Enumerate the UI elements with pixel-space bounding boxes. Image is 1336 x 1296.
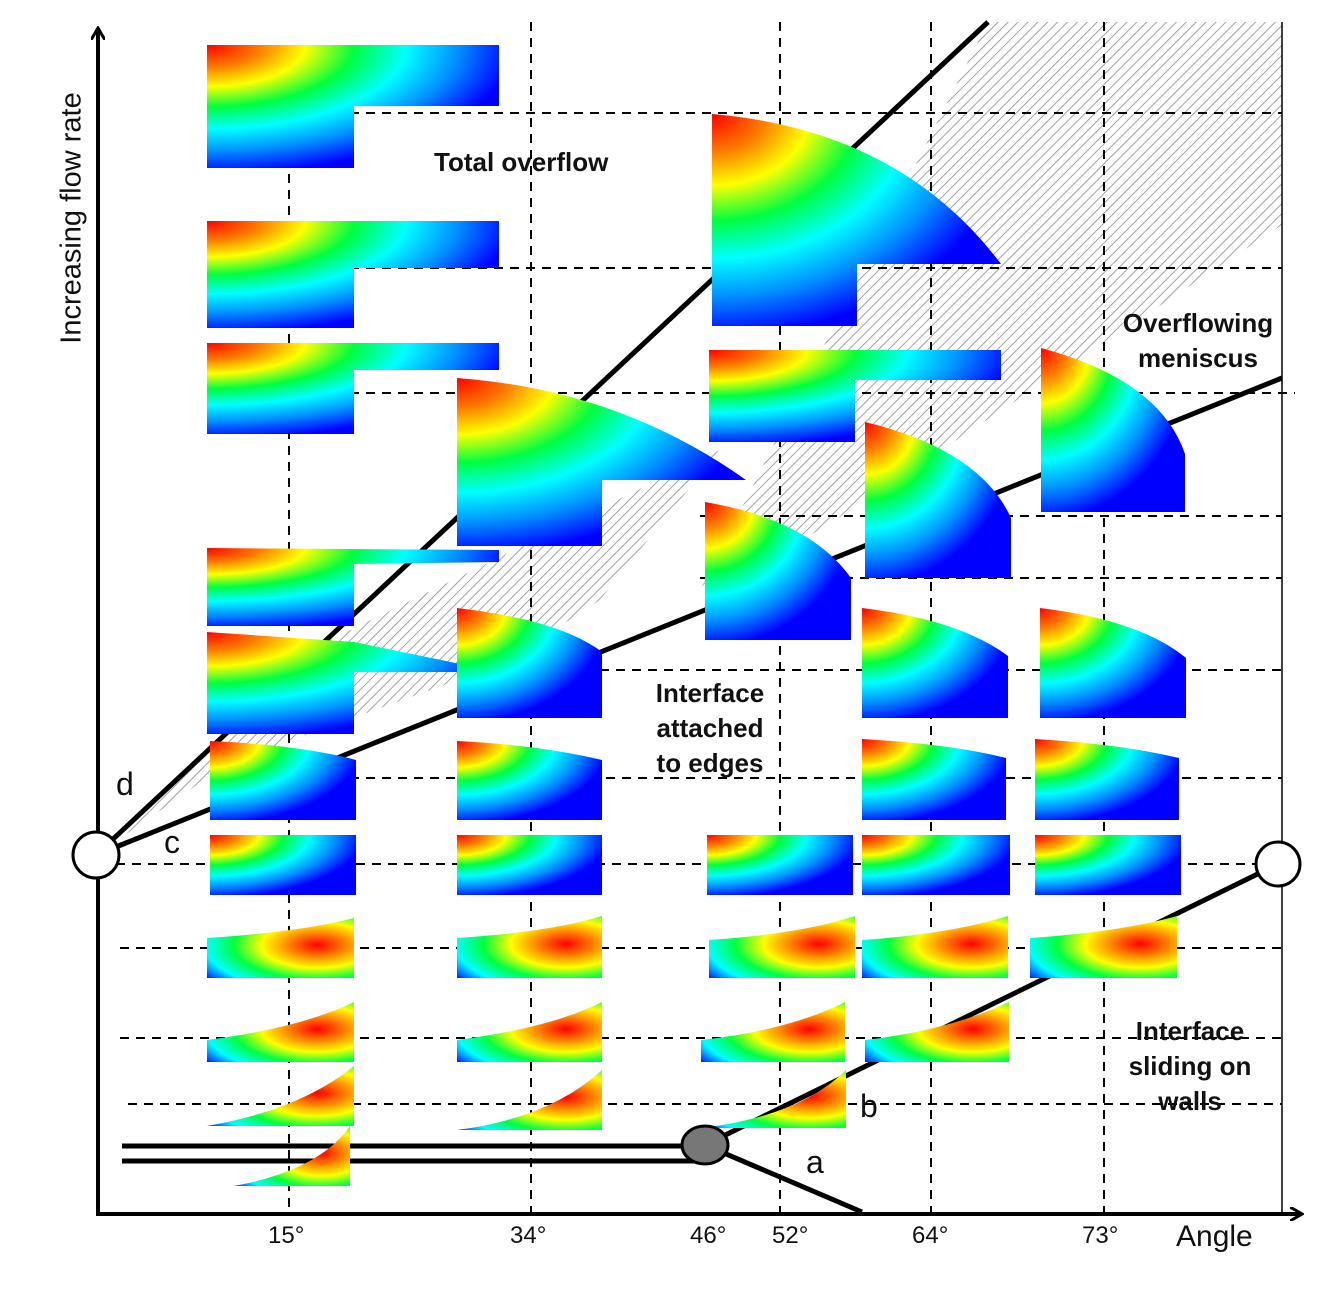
region-overflowing-meniscus: Overflowing meniscus bbox=[1110, 306, 1286, 376]
node-left bbox=[71, 830, 121, 880]
line-label-c: c bbox=[164, 824, 180, 860]
shape-15-total-3 bbox=[207, 343, 499, 434]
line-label-d: d bbox=[116, 766, 134, 802]
x-tick-73: 73° bbox=[1082, 1222, 1119, 1249]
region-interface-sliding: Interface sliding on walls bbox=[1110, 1014, 1270, 1119]
overflow-hatch-upper bbox=[700, 22, 1282, 590]
line-a bbox=[704, 1142, 863, 1215]
shape-52-big-overflow bbox=[712, 114, 1001, 326]
y-axis-label: Increasing flow rate bbox=[55, 92, 88, 344]
x-tick-46: 46° bbox=[690, 1222, 727, 1249]
shape-52-sliding-3 bbox=[702, 1070, 846, 1128]
shape-52-meniscus bbox=[705, 502, 851, 640]
line-label-a: a bbox=[806, 1144, 824, 1180]
shape-52-sliding-1 bbox=[709, 916, 855, 978]
region-sliding-line3: walls bbox=[1158, 1086, 1222, 1116]
shape-15-flat bbox=[210, 835, 356, 895]
region-overflowing-line2: meniscus bbox=[1138, 343, 1258, 373]
overflow-hatch-lower bbox=[96, 450, 720, 855]
shape-64-attached-2 bbox=[862, 739, 1006, 820]
triple-point bbox=[680, 1124, 730, 1166]
nodes bbox=[71, 830, 1302, 1166]
shape-34-sliding-1 bbox=[457, 916, 602, 978]
shape-64-sliding-1 bbox=[862, 916, 1008, 978]
contour-shapes bbox=[207, 45, 1186, 1186]
shape-73-sliding-1 bbox=[1030, 916, 1177, 978]
region-overflowing-line1: Overflowing bbox=[1122, 308, 1274, 338]
shape-15-attached-1 bbox=[210, 741, 356, 820]
shape-73-meniscus-tall bbox=[1041, 348, 1185, 512]
x-tick-64: 64° bbox=[912, 1222, 949, 1249]
shape-73-attached-2 bbox=[1035, 739, 1179, 820]
region-total-overflow: Total overflow bbox=[434, 147, 609, 177]
shape-73-attached-1 bbox=[1040, 608, 1186, 718]
shape-15-total-2 bbox=[207, 221, 499, 328]
shape-34-big-overflow bbox=[457, 378, 746, 546]
shape-34-sliding-3 bbox=[457, 1070, 602, 1130]
shape-52-overflowing-flat bbox=[709, 350, 1001, 442]
shape-52-sliding-2 bbox=[701, 1002, 845, 1062]
shape-52-flat bbox=[707, 835, 853, 895]
shape-64-attached-1 bbox=[862, 608, 1008, 718]
axes bbox=[96, 30, 1300, 1214]
node-right bbox=[1254, 840, 1302, 888]
x-tick-34: 34° bbox=[510, 1222, 547, 1249]
region-attached-line1: Interface bbox=[655, 678, 765, 708]
shape-15-sliding-2 bbox=[207, 1002, 354, 1062]
x-tick-15: 15° bbox=[268, 1222, 305, 1249]
shape-15-sliding-4 bbox=[234, 1126, 350, 1186]
region-attached-line3: to edges bbox=[656, 748, 764, 778]
shape-15-sliding-1 bbox=[207, 918, 354, 978]
shape-73-flat bbox=[1035, 835, 1181, 895]
x-tick-52: 52° bbox=[772, 1222, 809, 1249]
shape-34-flat bbox=[457, 835, 602, 895]
region-attached-line2: attached bbox=[656, 713, 764, 743]
shape-34-sliding-2 bbox=[457, 1002, 602, 1062]
shape-34-attached-2 bbox=[457, 741, 602, 820]
shape-34-attached-1 bbox=[457, 608, 602, 718]
shape-15-wedge-overflow bbox=[207, 632, 499, 734]
x-axis-label: Angle bbox=[1176, 1220, 1253, 1253]
shape-15-thin-overflow bbox=[207, 548, 499, 626]
shape-64-flat bbox=[862, 835, 1010, 895]
shape-64-sliding-2 bbox=[865, 1002, 1009, 1062]
shape-15-total-1 bbox=[207, 45, 499, 168]
line-label-b: b bbox=[860, 1088, 878, 1124]
line-b bbox=[703, 861, 1280, 1148]
region-sliding-line2: sliding on bbox=[1128, 1051, 1252, 1081]
shape-15-sliding-3 bbox=[207, 1066, 354, 1126]
region-interface-attached: Interface attached to edges bbox=[640, 676, 780, 781]
region-sliding-line1: Interface bbox=[1135, 1016, 1245, 1046]
shape-64-meniscus-tall bbox=[865, 422, 1011, 578]
